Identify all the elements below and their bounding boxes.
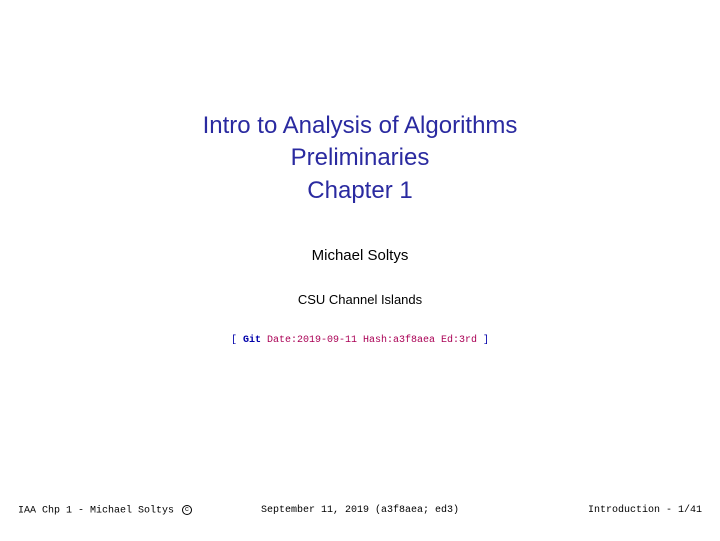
title-line-3: Chapter 1 xyxy=(0,175,720,207)
institute-name: CSU Channel Islands xyxy=(0,292,720,307)
git-details: Date:2019-09-11 Hash:a3f8aea Ed:3rd xyxy=(261,335,483,346)
author-name: Michael Soltys xyxy=(0,247,720,264)
slide-footer: IAA Chp 1 - Michael Soltys c September 1… xyxy=(0,505,720,521)
title-line-2: Preliminaries xyxy=(0,142,720,174)
git-info-line: [ Git Date:2019-09-11 Hash:a3f8aea Ed:3r… xyxy=(0,335,720,346)
footer-right: Introduction - 1/41 xyxy=(588,505,702,516)
git-close-bracket: ] xyxy=(483,335,489,346)
git-label: Git xyxy=(243,335,261,346)
git-open-bracket: [ xyxy=(231,335,243,346)
title-line-1: Intro to Analysis of Algorithms xyxy=(0,110,720,142)
slide-title-page: Intro to Analysis of Algorithms Prelimin… xyxy=(0,0,720,541)
slide-content: Intro to Analysis of Algorithms Prelimin… xyxy=(0,110,720,346)
